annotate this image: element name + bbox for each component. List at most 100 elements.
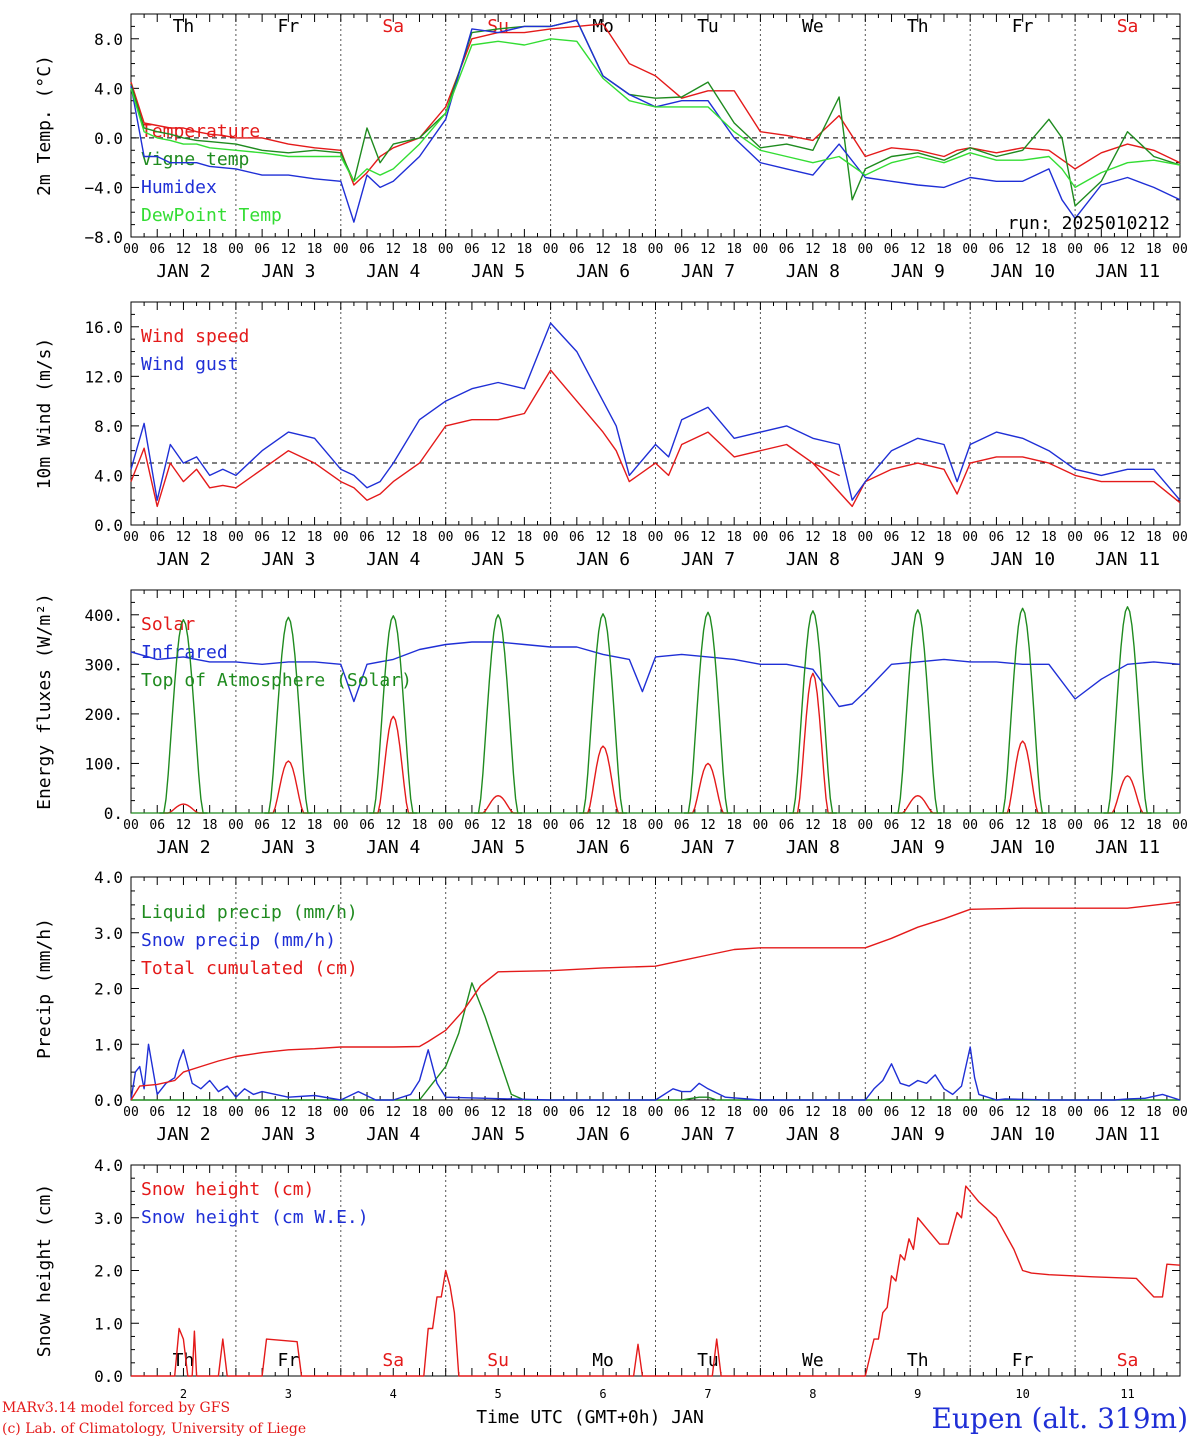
y-axis-title: 10m Wind (m/s) [34,338,55,490]
hour-label: 18 [307,818,323,833]
hour-label: 00 [962,1105,978,1120]
day-label: Sa [382,1350,404,1371]
hour-label: 18 [307,242,323,257]
date-label: JAN 5 [471,261,525,282]
hour-label: 06 [1093,242,1109,257]
hour-label: 00 [543,1105,559,1120]
toa-solar-day [474,614,523,814]
chart-panel-wind: 0.0 4.0 8.0 12.0 16.0 10m Wind (m/s) 00 06 12 18 J… [34,301,1188,570]
day-label: We [802,1350,824,1371]
hour-label: 06 [359,818,375,833]
hour-label: 18 [517,530,533,545]
day-label: Sa [1117,1350,1139,1371]
y-tick-label: 2.0 [94,1262,123,1281]
solar-day [373,715,413,814]
toa-solar-day [893,609,942,814]
y-tick-label: 1.0 [94,1314,123,1333]
day-label: Fr [1012,1350,1034,1371]
hour-label: 06 [674,1105,690,1120]
y-tick-label: 100. [84,754,123,773]
hour-label: 06 [149,1105,165,1120]
hour-label: 00 [1067,1105,1083,1120]
toa-solar-day [264,616,313,814]
series-line-wind-gust [130,322,1181,501]
y-tick-label: 4.0 [94,1156,123,1175]
day-number: 7 [704,1387,711,1401]
hour-label: 06 [1093,1105,1109,1120]
series-line-snow-height-cm [131,1185,1181,1377]
hour-label: 18 [1146,242,1162,257]
hour-label: 18 [412,1105,428,1120]
date-label: JAN 3 [261,1124,315,1145]
hour-label: 06 [359,1105,375,1120]
hour-label: 18 [936,1105,952,1120]
hour-label: 06 [464,242,480,257]
date-label: JAN 10 [990,837,1055,858]
hour-label: 00 [648,242,664,257]
hour-label: 00 [123,530,139,545]
day-number: 11 [1120,1387,1134,1401]
hour-label: 00 [123,1105,139,1120]
hour-label: 00 [333,818,349,833]
day-label: Fr [278,16,300,37]
legend-entry: Snow height (cm) [141,1179,314,1200]
date-label: JAN 2 [156,1124,210,1145]
hour-label: 18 [936,530,952,545]
hour-label: 00 [438,818,454,833]
hour-label: 06 [569,242,585,257]
solar-day [898,795,938,814]
series-line-snow-precip-mm-h [130,1043,1181,1101]
chart-panel-temp: −8.0−4.00.04.08.02m Temp. (°C)Th Fr Sa Su Mo… [34,13,1188,282]
date-label: JAN 8 [786,549,840,570]
hour-label: 12 [385,1105,401,1120]
date-label: JAN 8 [786,261,840,282]
hour-label: 12 [910,1105,926,1120]
hour-label: 18 [202,530,218,545]
credit-line-2: (c) Lab. of Climatology, University of L… [2,1421,306,1437]
hour-label: 12 [1015,530,1031,545]
hour-label: 00 [1172,1105,1188,1120]
hour-label: 12 [1120,1105,1136,1120]
hour-label: 06 [884,530,900,545]
hour-label: 06 [884,1105,900,1120]
day-label: Su [487,1350,509,1371]
y-tick-label: 4.0 [94,466,123,485]
hour-label: 06 [884,818,900,833]
hour-label: 06 [464,1105,480,1120]
hour-label: 12 [700,530,716,545]
hour-label: 00 [753,242,769,257]
date-label: JAN 7 [681,261,735,282]
solar-day [688,762,728,814]
hour-label: 00 [857,818,873,833]
hour-label: 12 [1015,818,1031,833]
hour-label: 00 [753,1105,769,1120]
hour-label: 12 [490,818,506,833]
hour-label: 18 [1146,1105,1162,1120]
y-tick-label: 16.0 [84,318,123,337]
date-label: JAN 8 [786,837,840,858]
day-number: 9 [914,1387,921,1401]
hour-label: 00 [962,818,978,833]
toa-solar-day [683,611,732,814]
legend-entry: Snow height (cm W.E.) [141,1207,369,1228]
legend-entry: Humidex [141,177,217,198]
hour-label: 06 [359,530,375,545]
solar-day [478,795,518,814]
hour-label: 18 [412,530,428,545]
hour-label: 06 [989,242,1005,257]
hour-label: 06 [464,530,480,545]
day-label: Sa [1117,16,1139,37]
hour-label: 12 [176,530,192,545]
hour-label: 12 [176,242,192,257]
legend-entry: Wind speed [141,326,249,347]
date-label: JAN 9 [891,549,945,570]
series-line-wind-speed [130,369,1181,508]
hour-label: 06 [569,818,585,833]
hour-label: 12 [281,242,297,257]
date-label: JAN 11 [1095,1124,1160,1145]
hour-label: 12 [176,1105,192,1120]
hour-label: 12 [1120,242,1136,257]
toa-solar-day [1103,606,1152,814]
date-label: JAN 7 [681,1124,735,1145]
